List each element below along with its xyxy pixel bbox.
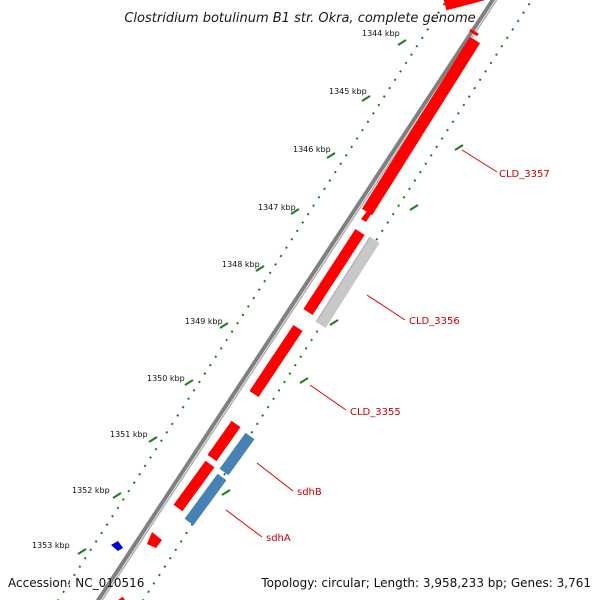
accession-text: Accession: NC_010516 [8,576,145,590]
gene-arrow[interactable] [219,432,255,476]
gene-arrow[interactable] [207,420,241,462]
gene-arrow[interactable] [173,460,215,512]
gene-arrow[interactable] [303,229,365,315]
gene-labels: CLD_3357 CLD_3356 CLD_3355 sdhB sdhA [266,169,550,544]
gene-arrow[interactable] [147,532,162,548]
label-lines [225,149,498,538]
tick-label: 1346 kbp [293,145,331,154]
forward-cds-track [118,0,485,600]
gene-arrow[interactable] [361,36,481,216]
tick-label: 1345 kbp [329,87,367,96]
tick-label: 1349 kbp [185,317,223,326]
gene-arrow-grey-outline [315,236,371,323]
gene-label-cld-3357[interactable]: CLD_3357 [499,169,550,180]
gene-arrow[interactable] [249,324,303,398]
tick-marks [77,39,464,555]
reverse-cds-track [184,432,255,526]
inner-tick-ring [142,0,533,600]
gene-label-cld-3355[interactable]: CLD_3355 [350,407,401,418]
tick-label: 1353 kbp [32,541,70,550]
gene-arrow[interactable] [184,473,227,526]
gene-arrow-grey[interactable] [316,237,380,328]
tick-label: 1352 kbp [72,486,110,495]
feature-marker[interactable] [111,541,123,551]
gene-label-sdhb[interactable]: sdhB [297,487,322,498]
gene-arrow-head [361,207,373,222]
map-title: Clostridium botulinum B1 str. Okra, comp… [124,11,475,26]
tick-labels: 1344 kbp 1345 kbp 1346 kbp 1347 kbp 1348… [32,29,400,550]
tick-label: 1347 kbp [258,203,296,212]
gene-arrow[interactable] [443,0,485,11]
tick-label: 1344 kbp [362,29,400,38]
outer-tick-ring [57,0,448,600]
gene-label-sdha[interactable]: sdhA [266,533,291,544]
tick-label: 1350 kbp [147,374,185,383]
topology-text: Topology: circular; Length: 3,958,233 bp… [261,576,591,590]
gene-arrow[interactable] [469,28,479,37]
tick-label: 1348 kbp [222,260,260,269]
gene-label-cld-3356[interactable]: CLD_3356 [409,316,460,327]
tick-label: 1351 kbp [110,430,148,439]
